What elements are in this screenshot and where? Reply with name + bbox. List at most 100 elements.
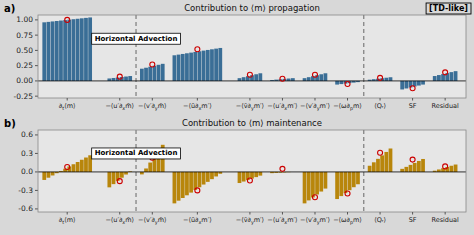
bar (454, 71, 458, 81)
bar (42, 22, 46, 81)
bar (80, 160, 84, 172)
bar (51, 172, 55, 176)
bar (189, 172, 193, 193)
bar (51, 21, 55, 80)
bar (148, 163, 152, 172)
marker (312, 72, 317, 77)
tick-label: −⟨v′∂ym̄⟩ (138, 216, 166, 226)
tick-label: −⟨u′∂xm′⟩ (267, 216, 297, 225)
plot-area (38, 130, 466, 212)
marker (195, 47, 200, 52)
tick (35, 134, 38, 135)
tick-label: −⟨v′∂ym′⟩ (300, 102, 330, 112)
bar (315, 172, 319, 195)
bar (413, 163, 417, 172)
marker (378, 150, 383, 155)
tick (35, 35, 38, 36)
panel-label: b) (4, 118, 16, 129)
bar (206, 50, 210, 81)
marker (312, 195, 317, 200)
tick-label: −⟨u′∂xm′⟩ (267, 102, 297, 111)
tick (282, 212, 283, 215)
panel: -0.250.000.250.500.751.00∂t⟨m⟩−⟨u′∂xm̄⟩−… (4, 3, 471, 112)
marks (42, 145, 457, 204)
tick (380, 98, 381, 101)
tick-label: Residual (431, 216, 459, 224)
bar (368, 166, 372, 172)
marker (443, 164, 448, 169)
tick-label: 0.0 (21, 167, 33, 176)
bar (454, 165, 458, 172)
bar (404, 81, 408, 89)
tick-label: SF (409, 216, 417, 224)
bar (258, 73, 262, 81)
bar (185, 172, 189, 195)
tick (412, 98, 413, 101)
tick (347, 98, 348, 101)
marker (65, 17, 70, 22)
marker (345, 81, 350, 86)
bar (376, 159, 380, 172)
bar (242, 172, 246, 182)
bar (303, 172, 307, 203)
marker (410, 86, 415, 91)
bar (417, 161, 421, 172)
tick (197, 212, 198, 215)
bar (348, 172, 352, 190)
bar (417, 81, 421, 86)
bar (450, 166, 454, 172)
tick (35, 190, 38, 191)
bar (250, 172, 254, 179)
title: Contribution to ⟨m⟩ maintenance (182, 118, 322, 128)
tick-label: ⟨Qᵣ⟩ (374, 102, 386, 110)
tick-label: −⟨ω∂pm⟩ (333, 216, 362, 226)
bar (218, 48, 222, 81)
bar (193, 172, 197, 190)
marker (345, 191, 350, 196)
bar (291, 78, 295, 81)
bar (84, 18, 88, 81)
bar (55, 21, 59, 81)
tick (35, 96, 38, 97)
marker (280, 166, 285, 171)
bar (124, 77, 128, 81)
bar (319, 74, 323, 81)
chart: -0.250.000.250.500.751.00∂t⟨m⟩−⟨u′∂xm̄⟩−… (0, 0, 474, 235)
bar (177, 172, 181, 201)
tick-label: -0.25 (14, 92, 34, 101)
tick (35, 171, 38, 172)
annotation: Horizontal Advection (92, 33, 181, 44)
annotation-box (92, 33, 181, 44)
bar (214, 172, 218, 177)
marks (42, 17, 457, 89)
tick-label: −⟨v̄∂ym′⟩ (236, 216, 264, 226)
bar (238, 78, 242, 81)
separator (363, 130, 364, 212)
bar (84, 158, 88, 172)
tick (35, 80, 38, 81)
tick (119, 212, 120, 215)
bar (307, 77, 311, 81)
bar (185, 53, 189, 81)
panel-label: a) (4, 3, 15, 14)
tag-text: [TD-like] (429, 4, 468, 13)
tick (197, 98, 198, 101)
bar (144, 68, 148, 81)
tick-label: −⟨u′∂xm̄⟩ (105, 102, 134, 111)
marker (150, 62, 155, 67)
bar (153, 66, 157, 81)
bar (303, 78, 307, 81)
tick-label: ∂t⟨m⟩ (59, 216, 76, 225)
bar (140, 69, 144, 81)
bar (324, 73, 328, 81)
bar (254, 172, 258, 177)
bar (144, 168, 148, 171)
bar (76, 19, 80, 81)
bar (372, 162, 376, 172)
bar (238, 172, 242, 183)
tick-label: −⟨u′∂xm̄⟩ (105, 216, 134, 225)
bar (161, 64, 165, 81)
tick-label: Residual (431, 102, 459, 110)
bar (72, 19, 76, 81)
bar (112, 78, 116, 81)
